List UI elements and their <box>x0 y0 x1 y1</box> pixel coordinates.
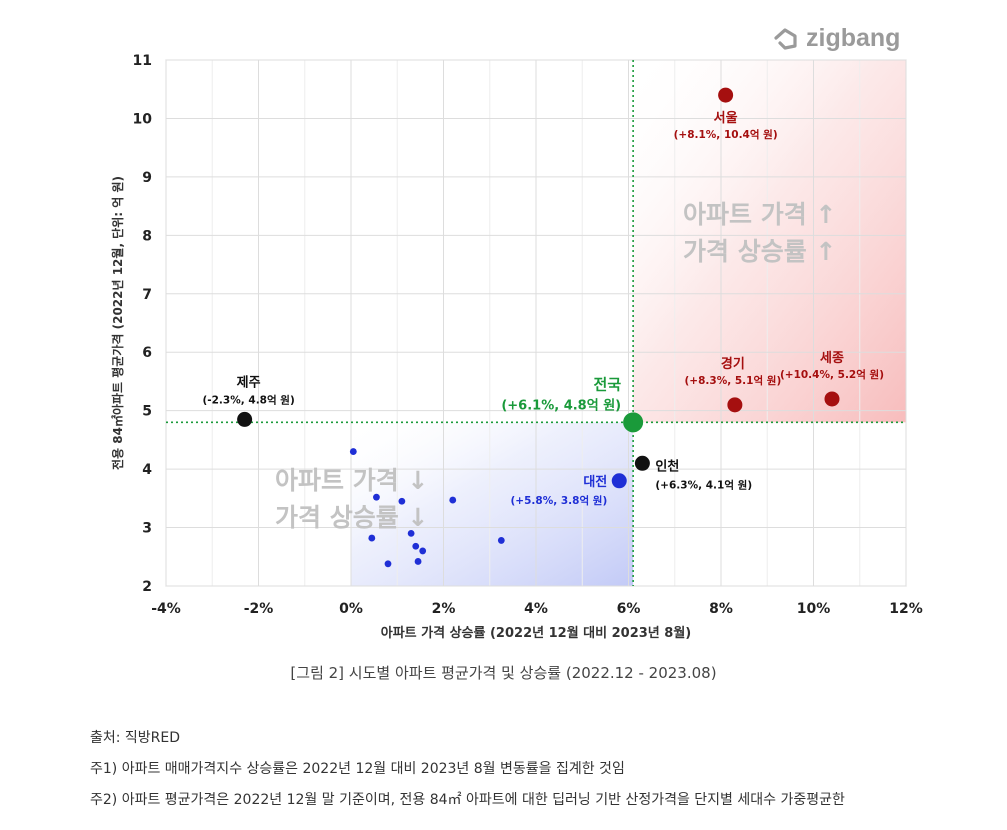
figure-caption: [그림 2] 시도별 아파트 평균가격 및 상승률 (2022.12 - 202… <box>290 664 717 682</box>
x-tick-label: -4% <box>151 601 181 617</box>
scatter-chart: -4% -2% 0% 2% 4% 6% 8% 10% 12% 2 3 4 5 6 7 8 9 10 11 아파트 가… <box>110 53 923 641</box>
point-name-label: 제주 <box>237 375 261 390</box>
x-tick-label: 10% <box>797 601 831 617</box>
y-tick-label: 7 <box>142 287 152 303</box>
point-value-label: (+8.1%, 10.4억 원) <box>674 128 778 141</box>
data-point <box>407 530 415 537</box>
data-point-up <box>727 397 743 413</box>
y-tick-label: 4 <box>142 462 152 478</box>
y-tick-label: 8 <box>142 228 152 244</box>
x-tick-label: 8% <box>709 601 733 617</box>
data-point <box>368 534 376 542</box>
data-point-down <box>611 473 627 489</box>
data-point-black <box>634 455 650 471</box>
data-point-up <box>718 87 734 103</box>
quadrant-labels: 아파트 가격 ↑ 가격 상승률 ↑ 아파트 가격 ↓ 가격 상승률 ↓ <box>275 200 836 532</box>
brand-name: zigbang <box>806 24 901 52</box>
data-labels: 서울 (+8.1%, 10.4억 원) 경기 (+8.3%, 5.1억 원) 세종 (+1… <box>202 110 884 507</box>
note-1: 주1) 아파트 매매가격지수 상승률은 2022년 12월 대비 2023년 8… <box>90 761 625 777</box>
quadrant-down-label: 가격 상승률 ↓ <box>275 503 428 532</box>
y-tick-label: 5 <box>142 404 152 420</box>
y-tick-label: 2 <box>142 579 152 595</box>
x-tick-label: 0% <box>339 601 363 617</box>
x-tick-label: 4% <box>524 601 548 617</box>
brand-logo: zigbang <box>772 24 900 53</box>
note-2: 주2) 아파트 평균가격은 2022년 12월 말 기준이며, 전용 84㎡ 아… <box>90 792 845 808</box>
point-name-label: 전국 <box>594 375 622 393</box>
data-point <box>449 496 457 504</box>
data-point <box>497 537 505 544</box>
y-axis-label: 전용 84㎡아파트 평균가격 (2022년 12월, 단위: 억 원) <box>110 176 125 470</box>
data-point <box>373 493 380 501</box>
y-tick-label: 10 <box>133 111 153 127</box>
quadrant-down-label: 아파트 가격 ↓ <box>275 466 428 495</box>
data-point <box>349 448 357 455</box>
zigbang-logo-icon <box>774 27 797 50</box>
notes: 출처: 직방RED 주1) 아파트 매매가격지수 상승률은 2022년 12월 … <box>90 728 845 821</box>
point-name-label: 인천 <box>655 458 679 474</box>
x-tick-label: 6% <box>617 601 641 617</box>
point-value-label: (+6.3%, 4.1억 원) <box>655 478 752 491</box>
point-value-label: (+8.3%, 5.1억 원) <box>685 374 782 387</box>
point-value-label: (+10.4%, 5.2억 원) <box>780 368 884 381</box>
axes: -4% -2% 0% 2% 4% 6% 8% 10% 12% 2 3 4 5 6 7 8 9 10 11 <box>133 53 923 617</box>
y-tick-label: 11 <box>133 53 152 69</box>
y-tick-label: 3 <box>142 521 152 537</box>
data-point-black <box>237 411 253 427</box>
point-name-label: 대전 <box>583 474 607 490</box>
point-value-label: (-2.3%, 4.8억 원) <box>202 393 294 406</box>
quadrant-up-label: 가격 상승률 ↑ <box>683 237 836 266</box>
y-tick-label: 9 <box>142 170 152 186</box>
data-points <box>237 87 840 568</box>
data-point-national <box>623 412 644 433</box>
reference-lines <box>166 60 906 586</box>
point-name-label: 경기 <box>721 356 745 372</box>
quadrant-up-shade <box>633 60 906 423</box>
x-tick-label: 2% <box>432 601 456 617</box>
quadrant-down-shade <box>351 422 634 586</box>
point-name-label: 세종 <box>820 351 844 366</box>
y-tick-label: 6 <box>142 345 152 361</box>
data-point <box>419 547 427 555</box>
x-tick-label: -2% <box>244 601 274 617</box>
data-point <box>384 560 392 568</box>
point-value-label: (+6.1%, 4.8억 원) <box>501 398 621 413</box>
quadrant-up-label: 아파트 가격 ↑ <box>683 200 836 229</box>
point-name-label: 서울 <box>714 110 738 126</box>
grid-lines <box>165 59 907 587</box>
data-point <box>398 497 406 505</box>
x-axis-label: 아파트 가격 상승률 (2022년 12월 대비 2023년 8월) <box>381 625 692 641</box>
data-point-up <box>824 391 840 407</box>
note-source: 출처: 직방RED <box>90 730 181 746</box>
data-point <box>412 542 420 550</box>
point-value-label: (+5.8%, 3.8억 원) <box>511 494 608 507</box>
x-tick-label: 12% <box>889 601 923 617</box>
data-point <box>414 558 422 565</box>
